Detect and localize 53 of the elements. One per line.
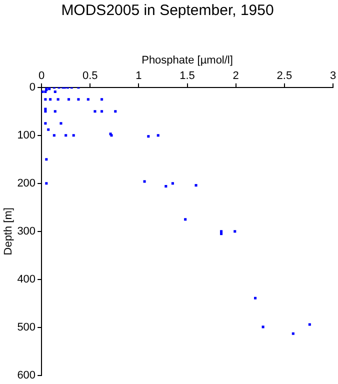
point <box>114 110 117 113</box>
y-tick-label: 0 <box>29 81 36 94</box>
point <box>44 122 47 125</box>
x-tick-label: 2.5 <box>276 70 292 82</box>
y-tick-label: 400 <box>17 273 36 286</box>
point <box>254 296 257 300</box>
y-tick-label: 300 <box>17 225 36 238</box>
point <box>77 98 80 101</box>
point <box>49 98 52 101</box>
point <box>47 128 50 131</box>
point <box>308 323 311 326</box>
chart-title: MODS2005 in September, 1950 <box>61 2 274 20</box>
x-axis-title: Phosphate [µmol/l] <box>142 54 233 67</box>
x-tick-label: 1 <box>136 70 142 82</box>
x-tick-label: 3 <box>330 70 336 82</box>
point <box>234 230 236 233</box>
point <box>67 98 70 101</box>
x-tick-label: 0.5 <box>82 70 98 82</box>
point <box>54 110 56 113</box>
point <box>44 98 47 101</box>
point <box>44 110 47 113</box>
point <box>56 98 60 101</box>
point <box>220 230 223 233</box>
point <box>156 134 160 137</box>
point <box>292 332 294 335</box>
x-tick-label: 2 <box>232 70 239 82</box>
point <box>94 110 96 113</box>
x-tick-label: 0 <box>38 70 45 82</box>
x-tick-label: 1.5 <box>180 70 195 82</box>
point <box>143 180 146 183</box>
point <box>164 185 168 188</box>
point <box>100 110 104 113</box>
point <box>100 98 104 101</box>
point <box>194 184 198 187</box>
point <box>44 108 47 110</box>
point <box>86 98 90 101</box>
y-tick-label: 100 <box>17 129 36 142</box>
point <box>147 135 150 138</box>
point <box>72 134 75 137</box>
point <box>220 232 223 236</box>
point <box>64 134 68 137</box>
point <box>45 158 48 161</box>
point <box>171 182 174 185</box>
point <box>184 218 187 221</box>
point <box>52 134 56 137</box>
point <box>60 122 62 125</box>
y-tick-label: 600 <box>17 369 36 382</box>
y-tick-label: 500 <box>17 321 36 334</box>
y-tick-label: 200 <box>17 177 36 190</box>
y-axis-title: Depth [m] <box>2 208 15 256</box>
point <box>45 182 48 185</box>
point <box>54 90 56 93</box>
point <box>262 326 264 328</box>
